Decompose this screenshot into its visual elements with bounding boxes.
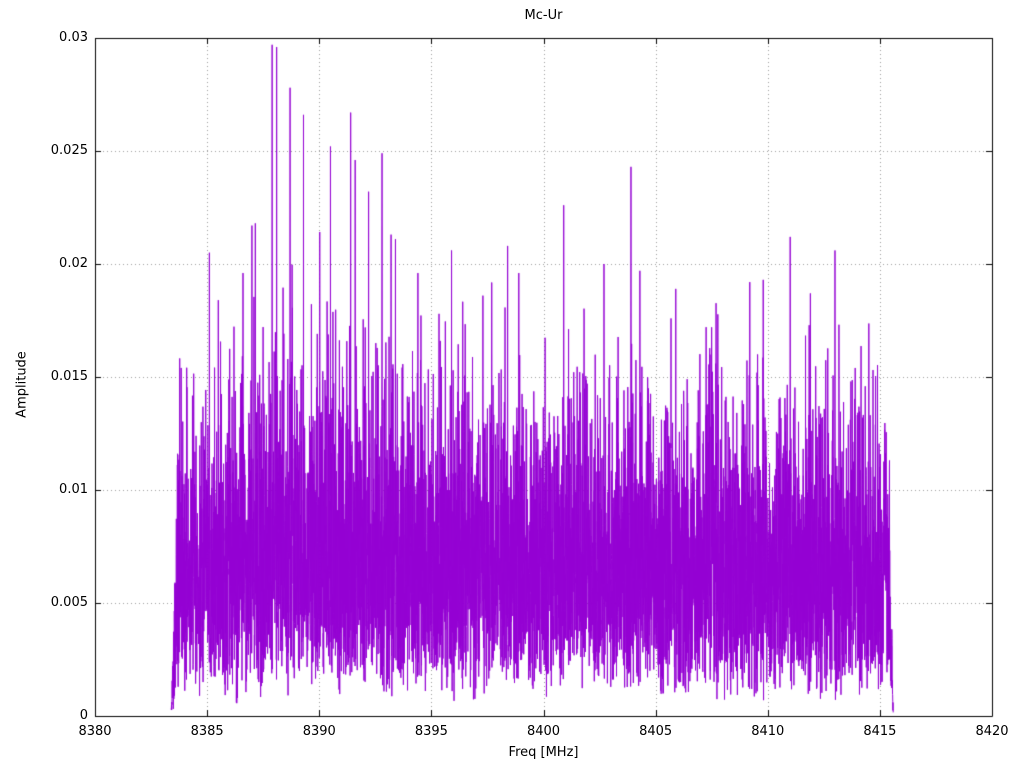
x-tick-label: 8405 [639, 724, 673, 739]
y-tick-label: 0.02 [59, 256, 88, 271]
x-tick-label: 8380 [78, 724, 112, 739]
chart-title: Mc-Ur [524, 8, 563, 23]
x-axis-label: Freq [MHz] [508, 745, 579, 760]
y-tick-label: 0 [79, 708, 88, 723]
y-tick-label: 0.005 [50, 595, 88, 610]
x-tick-label: 8400 [526, 724, 561, 739]
x-tick-label: 8415 [863, 724, 897, 739]
x-tick-label: 8390 [302, 724, 336, 739]
x-tick-label: 8385 [190, 724, 224, 739]
x-tick-label: 8410 [751, 724, 785, 739]
x-tick-label: 8395 [414, 724, 448, 739]
y-axis-label: Amplitude [14, 351, 30, 418]
x-tick-label: 8420 [975, 724, 1009, 739]
y-tick-label: 0.015 [50, 369, 88, 384]
y-tick-label: 0.01 [59, 482, 88, 497]
y-tick-label: 0.03 [59, 30, 88, 45]
y-tick-label: 0.025 [50, 143, 88, 158]
